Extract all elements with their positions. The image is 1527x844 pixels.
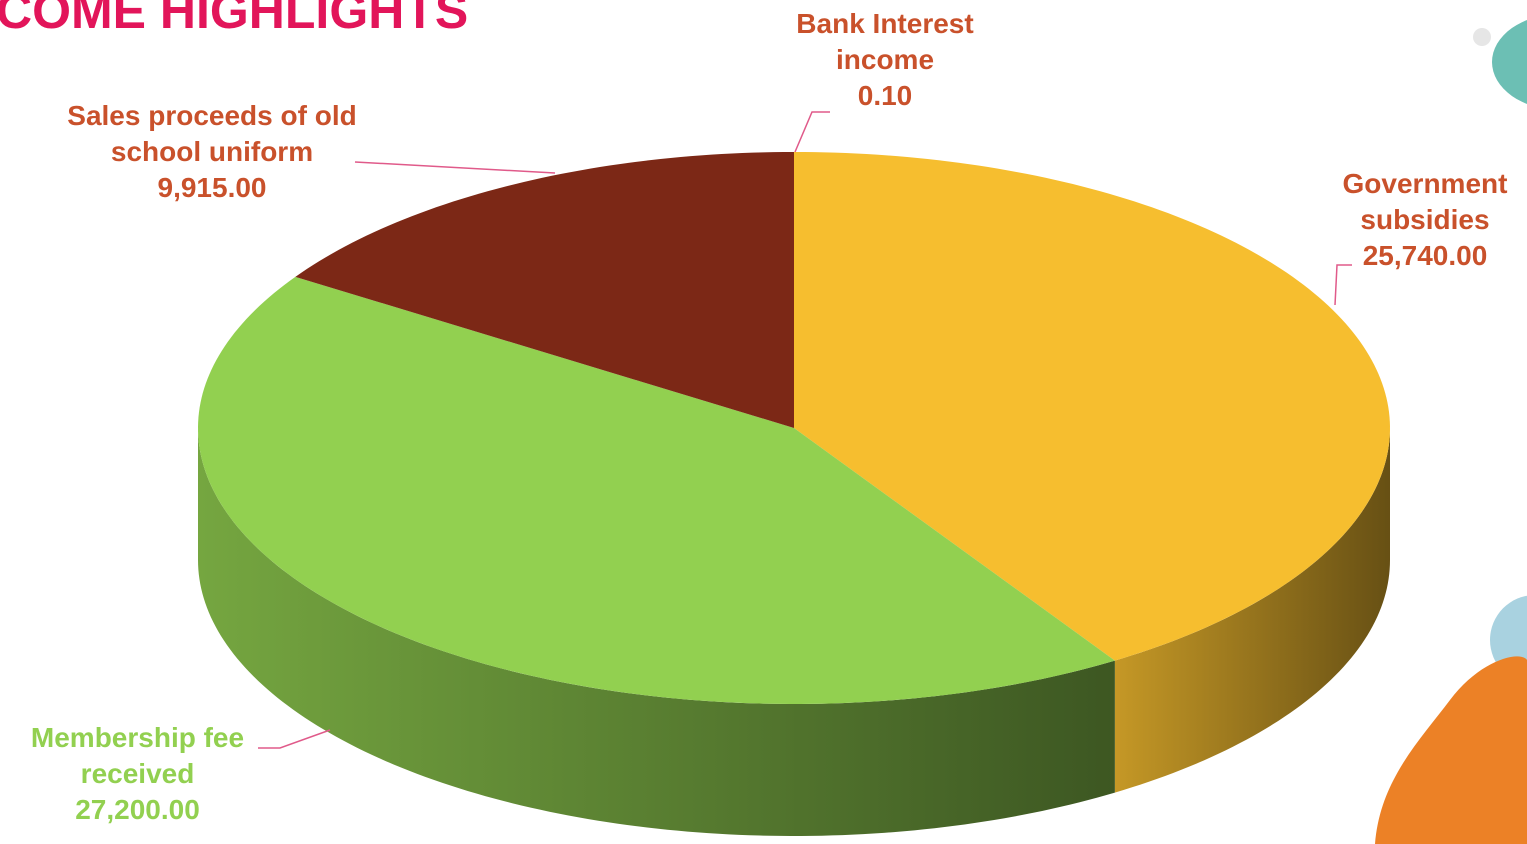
leader-line xyxy=(794,111,830,153)
pie-slice xyxy=(794,152,1390,661)
value-label: 0.10 xyxy=(857,80,913,111)
decor-orange xyxy=(1375,656,1527,844)
category-label: Bank Interest income xyxy=(796,8,974,75)
category-label: Government subsidies xyxy=(1342,168,1508,235)
category-label: Sales proceeds of old school uniform xyxy=(67,100,357,167)
value-label: 9,915.00 xyxy=(157,172,267,203)
decor-dot xyxy=(1473,28,1491,46)
leader-line xyxy=(354,161,556,174)
slice-side xyxy=(198,428,1115,836)
data-label: Membership fee received 27,200.00 xyxy=(0,720,275,828)
leader-line xyxy=(258,729,331,749)
value-label: 27,200.00 xyxy=(75,794,200,825)
leader-lines xyxy=(258,111,1352,749)
pie-slice xyxy=(198,276,1115,704)
slice-side xyxy=(1114,428,1390,793)
decor-teal xyxy=(1492,20,1527,104)
data-label: Bank Interest income 0.10 xyxy=(780,6,990,114)
pie-slice xyxy=(295,152,794,428)
value-label: 25,740.00 xyxy=(1362,240,1488,271)
category-label: Membership fee received xyxy=(30,722,245,789)
slide-title: COME HIGHLIGHTS xyxy=(0,0,469,39)
data-label: Sales proceeds of old school uniform 9,91… xyxy=(62,98,362,206)
data-label: Government subsidies 25,740.00 xyxy=(1310,166,1527,274)
leader-line xyxy=(1334,264,1352,306)
